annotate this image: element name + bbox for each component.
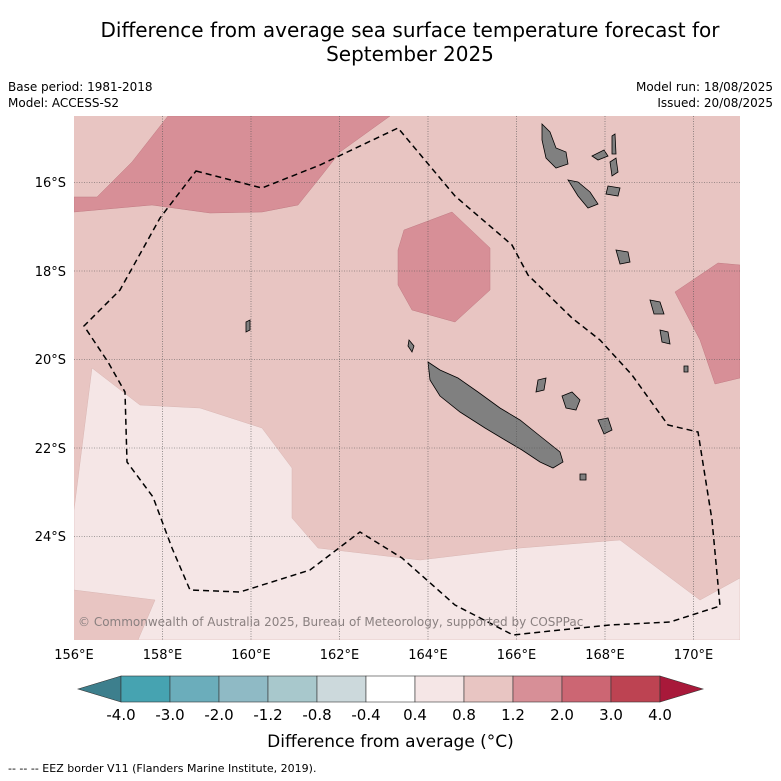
lon-label: 164°E — [408, 648, 448, 663]
vanuatu-island — [615, 249, 631, 265]
vanuatu-island — [567, 179, 599, 209]
vanuatu-island — [683, 365, 689, 373]
vanuatu-island — [541, 123, 569, 169]
colorbar-tick: 4.0 — [648, 706, 672, 724]
lat-label: 18°S — [35, 265, 66, 280]
anomaly-field-0-4-0-8 — [74, 367, 740, 640]
colorbar-tick: 3.0 — [599, 706, 623, 724]
longitude-labels: 156°E 158°E 160°E 162°E 164°E 166°E 168°… — [54, 648, 713, 663]
lon-label: 162°E — [320, 648, 360, 663]
meta-left: Base period: 1981-2018 Model: ACCESS-S2 — [8, 79, 153, 111]
copyright-text: © Commonwealth of Australia 2025, Bureau… — [78, 615, 583, 629]
anomaly-field-1-2-2-0-east — [674, 262, 740, 385]
colorbar-tick: -4.0 — [106, 706, 135, 724]
lat-label: 16°S — [35, 176, 66, 191]
vanuatu-island — [659, 329, 671, 345]
colorbar-segment — [76, 675, 122, 703]
colorbar-segment — [512, 675, 563, 703]
colorbar-segment — [267, 675, 318, 703]
colorbar-tick: -2.0 — [204, 706, 233, 724]
colorbar-tick: 0.4 — [403, 706, 427, 724]
colorbar-tick: 1.2 — [501, 706, 525, 724]
vanuatu-island — [611, 133, 617, 155]
gridlines — [74, 116, 740, 640]
eez-border — [83, 127, 721, 636]
lat-label: 24°S — [35, 530, 66, 545]
issued-text: Issued: 20/08/2025 — [657, 96, 773, 110]
lon-label: 160°E — [231, 648, 271, 663]
anomaly-field-1-2-2-0-north — [74, 116, 391, 214]
colorbar-segment — [414, 675, 465, 703]
model-text: Model: ACCESS-S2 — [8, 96, 120, 110]
colorbar-segment — [218, 675, 269, 703]
colorbar-tick: 2.0 — [550, 706, 574, 724]
meta-right: Model run: 18/08/2025 Issued: 20/08/2025 — [636, 79, 773, 111]
model-run-text: Model run: 18/08/2025 — [635, 80, 773, 94]
colorbar-tick: -1.2 — [253, 706, 282, 724]
loyalty-island — [535, 377, 547, 393]
lon-label: 158°E — [143, 648, 183, 663]
colorbar-segment — [561, 675, 612, 703]
anomaly-field-1-2-2-0-blob — [397, 211, 491, 323]
colorbar-segment — [610, 675, 661, 703]
colorbar-tick: -0.4 — [351, 706, 380, 724]
vanuatu-island — [609, 157, 619, 177]
colorbar-segment — [659, 675, 705, 703]
colorbar-tick: -0.8 — [302, 706, 331, 724]
map-area — [74, 116, 740, 640]
lat-label: 22°S — [35, 442, 66, 457]
small-island — [579, 473, 587, 481]
chart-title: Difference from average sea surface temp… — [40, 18, 780, 66]
colorbar-label: Difference from average (°C) — [267, 732, 514, 752]
lon-label: 170°E — [674, 648, 714, 663]
colorbar — [76, 675, 705, 703]
colorbar-segment — [120, 675, 171, 703]
colorbar-segment — [169, 675, 220, 703]
colorbar-tick: 0.8 — [452, 706, 476, 724]
colorbar-segment — [463, 675, 514, 703]
colorbar-tick-labels: -4.0 -3.0 -2.0 -1.2 -0.8 -0.4 0.4 0.8 1.… — [106, 706, 672, 724]
vanuatu-island — [649, 299, 665, 315]
lon-label: 166°E — [497, 648, 537, 663]
lon-label: 168°E — [585, 648, 625, 663]
legend-footer: -- -- -- EEZ border V11 (Flanders Marine… — [8, 762, 317, 775]
new-caledonia-land — [427, 361, 564, 469]
colorbar-tick: -3.0 — [155, 706, 184, 724]
lat-label: 20°S — [35, 353, 66, 368]
base-period-text: Base period: 1981-2018 — [8, 80, 153, 94]
loyalty-island — [561, 391, 581, 411]
lon-label: 156°E — [54, 648, 94, 663]
title-line-2: September 2025 — [326, 42, 494, 66]
vanuatu-island — [605, 185, 621, 197]
title-line-1: Difference from average sea surface temp… — [100, 18, 720, 42]
vanuatu-island — [591, 149, 609, 161]
vanuatu-island — [245, 319, 251, 333]
colorbar-segment — [365, 675, 416, 703]
small-island — [407, 339, 415, 353]
latitude-labels: 16°S 18°S 20°S 22°S 24°S — [35, 176, 66, 545]
colorbar-segment — [316, 675, 367, 703]
